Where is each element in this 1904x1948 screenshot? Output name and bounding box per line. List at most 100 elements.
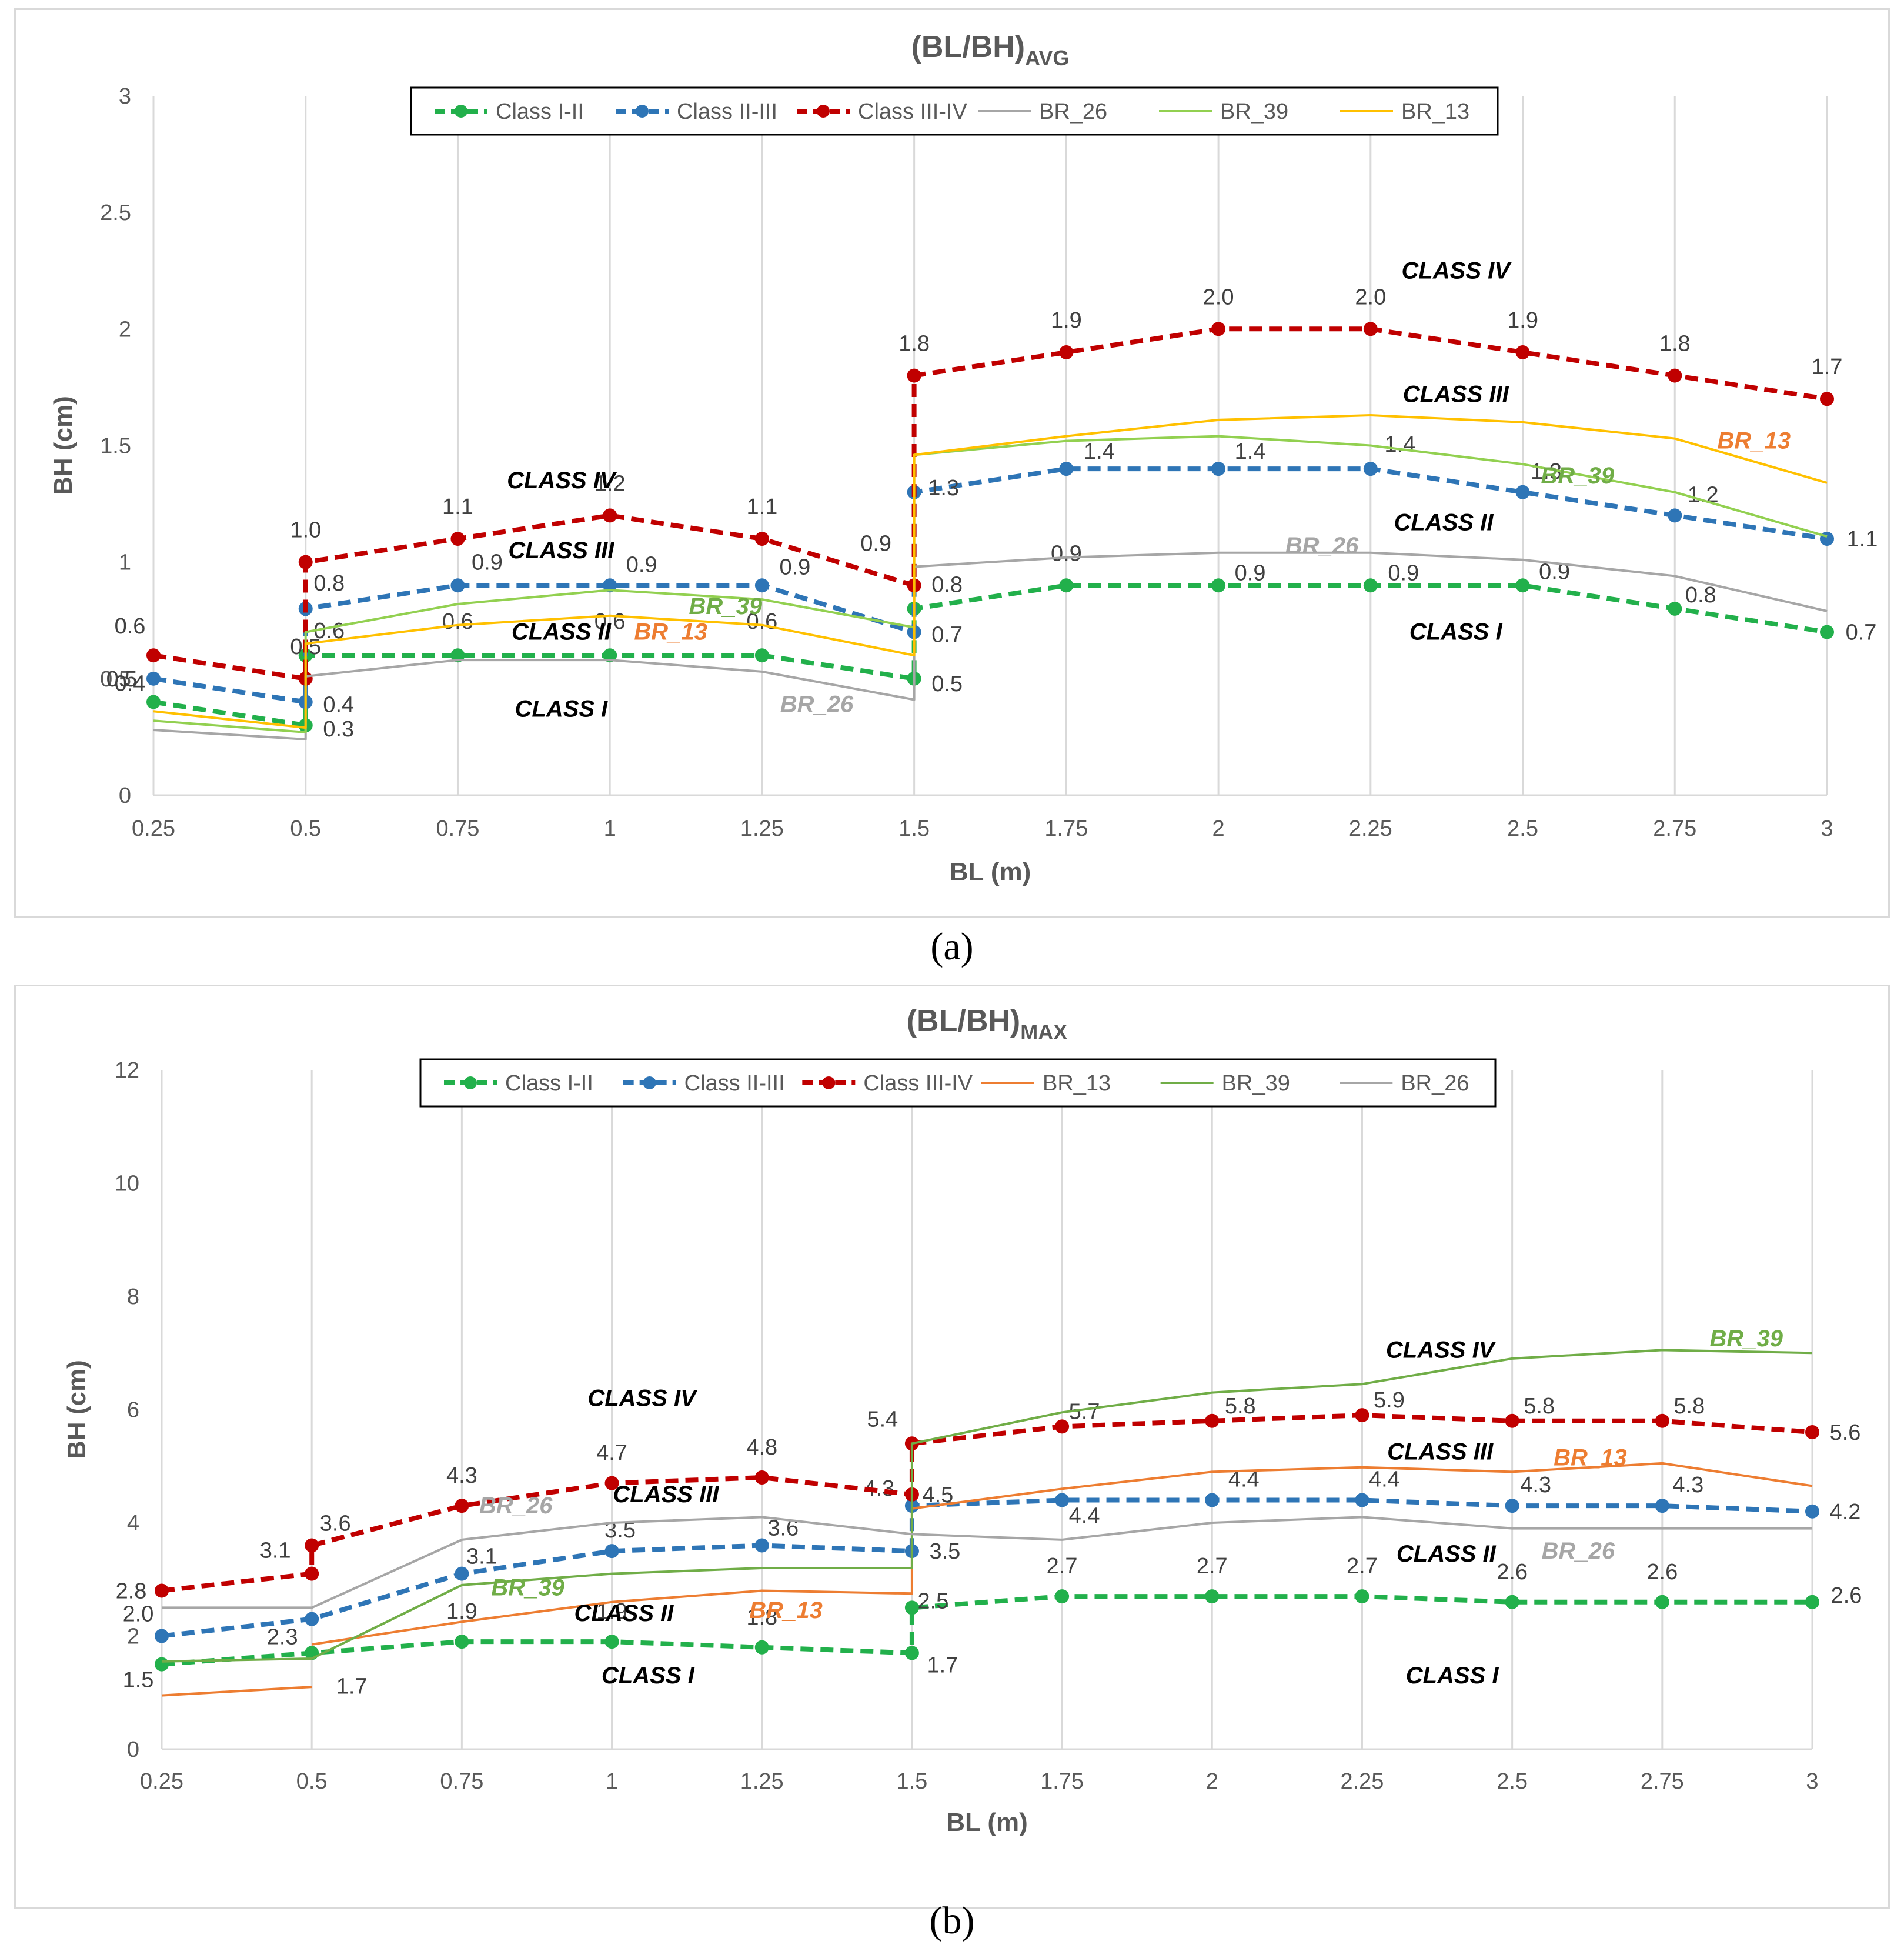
data-point [1211, 578, 1226, 593]
data-label: 1.1 [746, 495, 777, 519]
data-point [1505, 1413, 1519, 1428]
x-tick-label: 0.75 [440, 1769, 483, 1794]
data-point [1059, 462, 1074, 476]
data-point [603, 508, 617, 523]
data-label: 0.5 [106, 667, 138, 692]
data-label: 1.5 [123, 1668, 154, 1693]
legend-label: BR_26 [1039, 99, 1107, 124]
data-label: 5.6 [1830, 1420, 1861, 1445]
series-line-class-iii-iv [161, 1413, 1813, 1593]
legend-marker [455, 105, 467, 118]
x-tick-label: 2.75 [1653, 816, 1696, 841]
data-point [1505, 1499, 1519, 1513]
x-tick-label: 2 [1206, 1769, 1218, 1794]
data-point [1363, 578, 1378, 593]
y-tick-label: 0.5 [100, 667, 131, 692]
y-tick-label: 10 [115, 1172, 139, 1196]
x-tick-label: 1.25 [740, 1769, 784, 1794]
x-tick-label: 1 [604, 816, 616, 841]
data-point [155, 1583, 169, 1598]
data-label: 2.7 [1047, 1554, 1078, 1579]
data-label: 2.0 [1203, 285, 1234, 309]
region-annotation: CLASS III [508, 538, 614, 563]
data-point [904, 1646, 919, 1660]
data-label: 1.4 [1384, 432, 1415, 457]
data-label: 0.4 [323, 692, 354, 717]
legend-label: BR_39 [1222, 1071, 1290, 1096]
data-point [1655, 1499, 1669, 1513]
x-tick-label: 1.5 [898, 816, 930, 841]
data-point [603, 578, 617, 593]
region-annotation: BR_26 [1542, 1538, 1615, 1564]
region-annotation: CLASS I [1409, 619, 1503, 645]
legend-label: Class I-II [496, 99, 584, 124]
data-point [1211, 462, 1226, 476]
data-label: 0.6 [594, 609, 626, 634]
x-tick-label: 3 [1821, 816, 1833, 841]
region-annotation: CLASS IV [587, 1385, 698, 1411]
data-label: 4.3 [1520, 1473, 1551, 1497]
data-point [305, 1566, 319, 1581]
data-point [1515, 485, 1530, 499]
y-tick-label: 1.5 [100, 434, 131, 459]
region-annotation: CLASS IV [507, 468, 617, 493]
data-label: 1.9 [1051, 308, 1082, 333]
data-label: 0.9 [626, 552, 657, 577]
data-label: 0.7 [931, 623, 963, 648]
chart-title: (BL/BH)MAX [907, 1004, 1068, 1044]
y-tick-label: 2 [127, 1625, 139, 1649]
data-label: 3.5 [929, 1539, 960, 1564]
series-line-class-i-ii [153, 583, 1828, 728]
x-tick-label: 3 [1806, 1769, 1818, 1794]
data-point [146, 695, 161, 709]
data-label: 1.8 [746, 1605, 777, 1630]
chart-panel-avg: 0.25 0.5 0.75 1 1.25 1.5 1.75 2 2.25 2.5 2.75 3 0 0.5… [14, 8, 1890, 918]
legend-marker [643, 1076, 656, 1089]
data-point [305, 1538, 319, 1553]
chart-title-subscript: AVG [1025, 46, 1069, 70]
region-annotation: BR_26 [780, 691, 854, 717]
data-point [1820, 625, 1834, 639]
data-label: 0.6 [442, 609, 473, 634]
y-axis-label: BH (cm) [62, 1360, 91, 1459]
data-label: 0.6 [115, 614, 146, 639]
data-label: 0.9 [779, 555, 810, 579]
data-point [907, 368, 921, 383]
data-label: 4.3 [446, 1463, 477, 1488]
data-label: 1.4 [1235, 439, 1266, 464]
legend-label: BR_13 [1043, 1071, 1111, 1096]
x-tick-label: 1.5 [896, 1769, 927, 1794]
data-label: 1.3 [928, 476, 959, 501]
region-annotation: CLASS I [602, 1663, 695, 1689]
legend-label: Class I-II [505, 1071, 593, 1096]
region-annotation: BR_39 [1709, 1326, 1783, 1352]
data-point [754, 532, 769, 546]
data-label: 4.3 [1672, 1473, 1703, 1497]
data-label: 4.4 [1369, 1467, 1400, 1492]
data-point [1515, 345, 1530, 359]
data-point [1355, 1589, 1369, 1604]
chart-max-svg: 0.25 0.5 0.75 1 1.25 1.5 1.75 2 2.25 2.5 2.75 3 0 2 4 6… [62, 1004, 1862, 1837]
x-tick-label: 0.75 [436, 816, 479, 841]
x-tick-label: 2.75 [1641, 1769, 1684, 1794]
legend-label: Class III-IV [858, 99, 967, 124]
data-label: 0.4 [115, 671, 146, 696]
x-tick-label: 2.25 [1349, 816, 1392, 841]
legend-label: BR_39 [1220, 99, 1288, 124]
series-line-br-13 [153, 414, 1828, 729]
x-tick-label: 0.5 [296, 1769, 328, 1794]
region-annotation: BR_39 [491, 1575, 564, 1601]
data-point [1820, 392, 1834, 406]
y-tick-label: 6 [127, 1398, 139, 1423]
legend-marker [464, 1076, 477, 1089]
region-annotation: CLASS II [1397, 1541, 1497, 1567]
data-point [1505, 1595, 1519, 1609]
data-point [754, 648, 769, 663]
region-annotation: BR_13 [749, 1597, 823, 1623]
x-tick-label: 0.25 [140, 1769, 183, 1794]
region-annotation: BR_13 [1718, 428, 1791, 454]
data-label: 2.7 [1347, 1554, 1378, 1579]
data-point [305, 1612, 319, 1626]
data-label: 5.9 [1374, 1388, 1405, 1413]
data-point [1355, 1493, 1369, 1507]
